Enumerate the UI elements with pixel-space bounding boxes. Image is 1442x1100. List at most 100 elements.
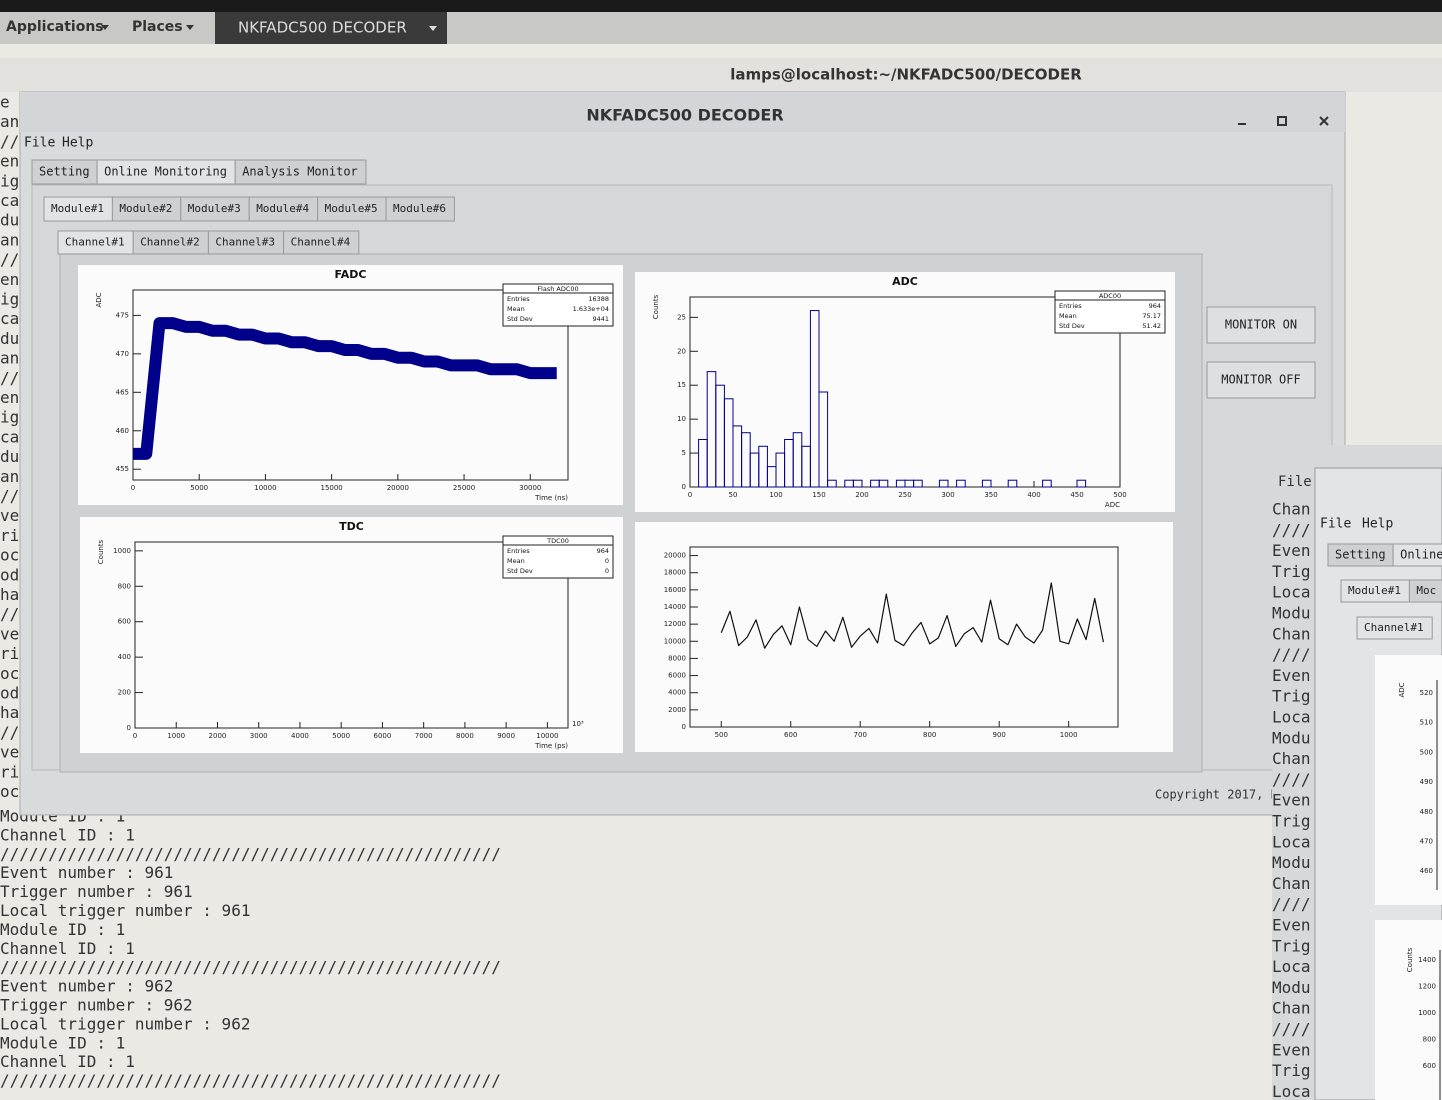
tab[interactable]: [248, 196, 319, 222]
x-tick-label: 100: [769, 491, 782, 499]
menu-item[interactable]: Help: [1362, 517, 1393, 532]
stats-value: 964: [1149, 302, 1161, 310]
x-tick-label: 30000: [519, 484, 541, 492]
histogram-bin: [818, 391, 829, 488]
dropdown-arrow: [429, 26, 437, 31]
y-axis-label: Counts: [97, 539, 105, 564]
window-titlebar: [20, 92, 1345, 132]
trace: [720, 582, 1104, 649]
tab-label: Moc: [1416, 584, 1436, 597]
terminal-line: Channel ID : 1: [0, 825, 135, 844]
terminal-titlebar: [0, 58, 1442, 92]
y-tick-label: 20: [677, 347, 686, 355]
x-tick-label: 400: [1027, 491, 1040, 499]
terminal-line: ////////////////////////////////////////…: [0, 844, 501, 863]
y-tick-label: 465: [116, 388, 129, 396]
button[interactable]: [1206, 306, 1316, 344]
tab-label: Online Monitoring: [104, 165, 227, 179]
tab-label: Module#4: [256, 202, 309, 215]
maximize-button[interactable]: [1277, 116, 1287, 126]
active-window-title[interactable]: NKFADC500 DECODER: [238, 19, 407, 37]
x-tick-label: 300: [941, 491, 954, 499]
histogram-bin: [852, 479, 863, 488]
tab-label: Module#2: [119, 202, 172, 215]
y-tick-label: 480: [1420, 808, 1433, 816]
y-tick-label: 510: [1420, 719, 1433, 727]
terminal-fragment: //: [0, 132, 19, 151]
y-tick-label: 8000: [668, 654, 686, 662]
histogram-bin: [878, 479, 889, 488]
y-tick-label: 520: [1420, 689, 1433, 697]
tab[interactable]: [1356, 616, 1433, 640]
terminal-fragment: du: [0, 211, 19, 230]
y-tick-label: 470: [1420, 838, 1433, 846]
y-tick-label: 0: [127, 724, 131, 732]
x-tick-label: 20000: [387, 484, 409, 492]
terminal-line: Local trigger number : 961: [0, 901, 250, 920]
tab[interactable]: [385, 196, 455, 222]
terminal-fragment: du: [0, 447, 19, 466]
y-tick-label: 6000: [668, 672, 686, 680]
x-tick-label: 1000: [1060, 731, 1078, 739]
trace: [133, 317, 557, 460]
terminal-line: ////////////////////////////////////////…: [0, 958, 501, 977]
main-window: NKFADC500 DECODER Copyright 2017, B. Fil…: [19, 91, 1346, 816]
x-tick-label: 500: [1113, 491, 1126, 499]
menu-item[interactable]: Help: [62, 136, 93, 151]
tab[interactable]: [180, 196, 250, 222]
tab[interactable]: [1392, 543, 1442, 567]
x-tick-label: 10000: [254, 484, 276, 492]
stats-name: Mean: [1059, 312, 1077, 320]
y-tick-label: 1000: [1418, 1009, 1436, 1017]
active-window-button[interactable]: [215, 12, 447, 44]
tab[interactable]: [1408, 579, 1442, 603]
terminal-line: Trigger number : 962: [0, 996, 193, 1015]
terminal-fragment: Modu: [1272, 728, 1311, 747]
tab-label: Channel#4: [291, 236, 351, 249]
tab[interactable]: [283, 230, 360, 255]
terminal-fragment: Even: [1272, 666, 1311, 685]
terminal-fragment: //: [0, 368, 19, 387]
terminal-fragment: Trig: [1272, 562, 1311, 581]
terminal-fragment: en: [0, 152, 19, 171]
plot: ADC 0 50 100 150 200 250 300 350 400 450 500 0 5 10 15 2…: [635, 272, 1175, 512]
tab-label: Module#1: [1348, 584, 1401, 597]
x-tick-label: 250: [898, 491, 911, 499]
tab[interactable]: [43, 196, 113, 222]
stats-name: Entries: [507, 547, 530, 555]
plot-frame: [134, 541, 569, 729]
terminal-fragment: Modu: [1272, 853, 1311, 872]
tab[interactable]: [234, 159, 367, 185]
tab[interactable]: [96, 159, 236, 185]
terminal-fragment: ////: [1272, 895, 1311, 914]
tab[interactable]: [111, 196, 182, 222]
x-tick-label: 3000: [250, 732, 268, 740]
stats-name: Mean: [507, 557, 525, 565]
x-tick-label: 450: [1070, 491, 1083, 499]
histogram-bin: [956, 479, 966, 488]
tab[interactable]: [31, 159, 98, 185]
x-tick-label: 10000: [536, 732, 558, 740]
menu-applications[interactable]: Applications: [6, 19, 104, 35]
button-label[interactable]: MONITOR ON: [1225, 318, 1297, 332]
stats-box: [502, 535, 614, 579]
x-tick-label: 25000: [453, 484, 475, 492]
terminal-fragment: en: [0, 388, 19, 407]
tab-label: Module#3: [188, 202, 241, 215]
terminal-fragment: Even: [1272, 791, 1311, 810]
y-tick-label: 460: [1420, 867, 1433, 875]
stats-name: Std Dev: [507, 567, 533, 575]
terminal-fragment: Loca: [1272, 708, 1311, 727]
button[interactable]: [1206, 361, 1316, 399]
menu-item[interactable]: File: [1320, 517, 1351, 532]
plot-title: ADC: [892, 275, 918, 288]
y-tick-label: 490: [1420, 778, 1433, 786]
y-tick-label: 470: [116, 350, 129, 358]
menu-places[interactable]: Places: [132, 19, 183, 35]
close-button[interactable]: [1319, 116, 1329, 126]
plot-title: FADC: [335, 268, 367, 281]
button-label[interactable]: MONITOR OFF: [1221, 373, 1300, 387]
y-axis-label: Counts: [652, 294, 660, 319]
x-axis-label: Time (ns): [534, 494, 568, 502]
menu-item[interactable]: File: [24, 136, 55, 151]
